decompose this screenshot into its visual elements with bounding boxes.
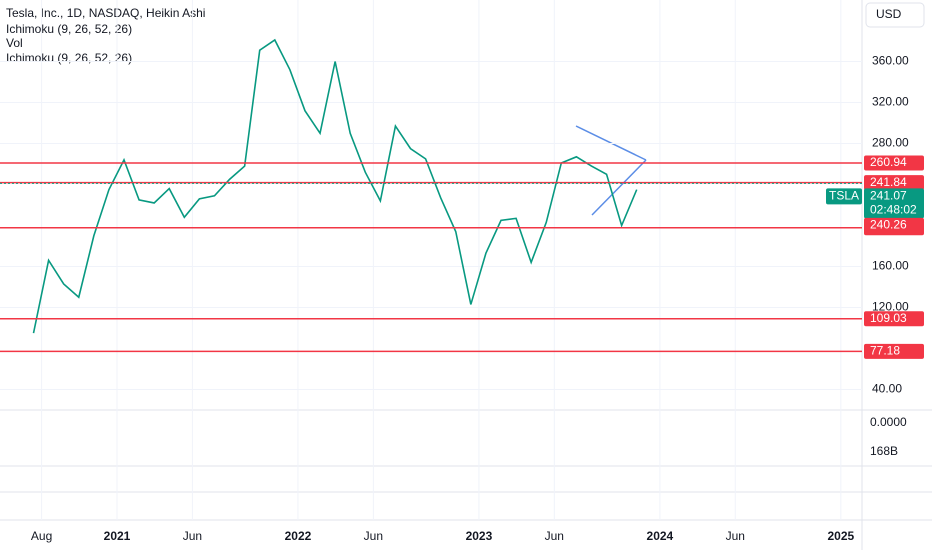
indicator: Ichimoku (9, 26, 52, 26) [6, 22, 132, 36]
level-label: 77.18 [870, 344, 900, 358]
y-tick-label: 120.00 [872, 300, 909, 314]
currency-button[interactable] [865, 2, 925, 28]
level-tag [864, 175, 924, 191]
level-label: 109.03 [870, 311, 907, 325]
y-tick-label: 360.00 [872, 54, 909, 68]
countdown: 02:48:02 [870, 203, 917, 217]
y-tick-label: 160.00 [872, 259, 909, 273]
currency[interactable]: USD [876, 7, 902, 21]
x-tick-label: Aug [31, 529, 52, 543]
level-label: 241.84 [870, 175, 907, 189]
y-tick-label: 320.00 [872, 95, 909, 109]
x-tick-label: Jun [364, 529, 383, 543]
symbol-label: TSLA [829, 189, 859, 203]
level-label: 260.94 [870, 155, 907, 169]
x-tick-label: 2024 [647, 529, 674, 543]
x-tick-label: Jun [545, 529, 564, 543]
x-tick-label: Jun [726, 529, 745, 543]
indicator: Ichimoku (9, 26, 52, 26) [6, 51, 132, 65]
volume-tick: 168B [870, 444, 898, 458]
y-tick-label: 40.00 [872, 382, 902, 396]
x-tick-label: 2025 [827, 529, 854, 543]
x-tick-label: 2023 [466, 529, 493, 543]
symbol-tag [826, 188, 862, 205]
x-tick-label: Jun [183, 529, 202, 543]
level-tag [864, 343, 924, 359]
price-line [32, 38, 638, 334]
trendline [591, 159, 647, 216]
prev-close: 240.26 [870, 218, 907, 232]
prev-close-tag [864, 217, 924, 233]
last-price: 241.07 [870, 189, 907, 203]
level-tag [864, 155, 924, 171]
last-price-tag [864, 188, 924, 219]
y-tick-label: 280.00 [872, 136, 909, 150]
indicator: Vol [6, 36, 23, 50]
x-tick-label: 2022 [285, 529, 312, 543]
symbol-title: Tesla, Inc., 1D, NASDAQ, Heikin Ashi [6, 6, 205, 20]
volume-tick: 0.0000 [870, 415, 907, 429]
level-tag [864, 311, 924, 327]
x-tick-label: 2021 [104, 529, 131, 543]
